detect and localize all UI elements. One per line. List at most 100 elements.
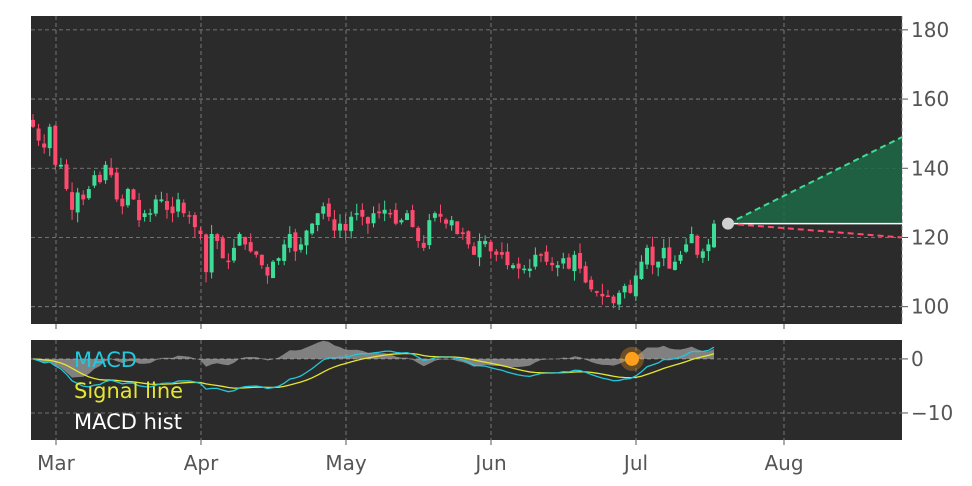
candle-body — [226, 260, 231, 263]
candle-body — [404, 213, 409, 220]
price-y-tick-label: 140 — [911, 156, 949, 180]
candle-body — [58, 164, 63, 167]
candle-body — [700, 251, 705, 258]
x-tick-label: Jul — [622, 451, 648, 475]
candle-body — [538, 254, 543, 256]
x-tick-label: Jun — [473, 451, 506, 475]
candle-body — [114, 172, 119, 200]
candle-body — [103, 164, 108, 181]
candle-body — [578, 253, 583, 269]
candle-body — [399, 220, 404, 223]
candle-body — [511, 265, 516, 269]
candle-body — [36, 128, 41, 141]
candle-body — [92, 175, 97, 186]
candle-body — [393, 209, 398, 224]
candle-body — [561, 258, 566, 264]
candle-body — [321, 206, 326, 214]
legend-hist: MACD hist — [74, 410, 182, 434]
candle-body — [42, 143, 47, 148]
candle-body — [170, 206, 175, 214]
candle-body — [332, 219, 337, 231]
candle-body — [589, 279, 594, 290]
candle-body — [81, 194, 86, 200]
candle-body — [488, 242, 493, 252]
x-tick-label: Mar — [37, 451, 76, 475]
macd-y-tick-label: 0 — [911, 347, 924, 371]
candle-body — [611, 296, 616, 304]
candle-body — [421, 242, 426, 248]
candle-body — [371, 213, 376, 224]
candle-body — [689, 234, 694, 244]
forecast-cone — [722, 136, 903, 239]
candle-body — [259, 254, 264, 266]
macd-lines — [32, 346, 715, 393]
candle-body — [360, 209, 365, 217]
macd-line — [32, 346, 715, 393]
candle-body — [70, 192, 75, 210]
candle-body — [310, 223, 315, 234]
candle-body — [231, 247, 236, 261]
price-y-tick-label: 120 — [911, 225, 949, 249]
x-axis: Mar Apr May Jun Jul Aug — [37, 324, 804, 475]
candle-body — [287, 234, 292, 248]
candle-body — [555, 265, 560, 268]
candle-body — [516, 263, 521, 269]
crossover-marker — [625, 351, 639, 366]
candle-body — [617, 292, 622, 305]
candle-body — [215, 234, 220, 241]
macd-y-axis: 0 −10 — [902, 347, 953, 425]
candle-body — [343, 223, 348, 231]
candle-body — [583, 266, 588, 283]
candle-body — [237, 234, 242, 246]
candle-body — [382, 209, 387, 214]
x-tick-label: Aug — [764, 451, 803, 475]
candle-body — [326, 203, 331, 217]
candle-body — [650, 246, 655, 266]
candle-body — [444, 219, 449, 224]
candle-body — [271, 261, 276, 279]
x-tick-label: Apr — [184, 451, 219, 475]
candle-body — [656, 261, 661, 268]
candle-body — [282, 244, 287, 261]
forecast-high-line — [727, 136, 903, 225]
signal-line — [32, 352, 715, 389]
candle-body — [550, 262, 555, 266]
candle-body — [455, 221, 460, 235]
candle-body — [198, 230, 203, 235]
candle-body — [31, 119, 35, 127]
candle-body — [142, 213, 147, 218]
candle-body — [572, 254, 577, 272]
candle-body — [125, 189, 130, 206]
candle-body — [176, 199, 181, 212]
candle-body — [460, 232, 465, 235]
candle-body — [159, 199, 164, 202]
candle-body — [695, 235, 700, 255]
candle-body — [254, 251, 259, 255]
candle-body — [86, 189, 91, 199]
candle-body — [148, 213, 153, 215]
candle-body — [265, 267, 270, 276]
candle-body — [315, 213, 320, 225]
candle-body — [349, 216, 354, 232]
candle-body — [594, 291, 599, 293]
candle-body — [684, 244, 689, 252]
candle-body — [137, 200, 142, 221]
candle-body — [438, 213, 443, 217]
candle-body — [427, 220, 432, 246]
candle-body — [298, 244, 303, 250]
candle-body — [209, 234, 214, 273]
candle-body — [365, 217, 370, 224]
price-panel-background — [31, 16, 902, 324]
candle-body — [220, 238, 225, 259]
candle-body — [706, 244, 711, 252]
candle-body — [522, 268, 527, 271]
price-y-axis: 100 120 140 160 180 — [902, 18, 949, 319]
candle-body — [605, 295, 610, 298]
candle-body — [243, 236, 248, 245]
candle-body — [75, 192, 80, 213]
candle-body — [566, 257, 571, 269]
candle-body — [153, 199, 158, 214]
candle-body — [187, 215, 192, 217]
price-y-tick-label: 180 — [911, 18, 949, 42]
